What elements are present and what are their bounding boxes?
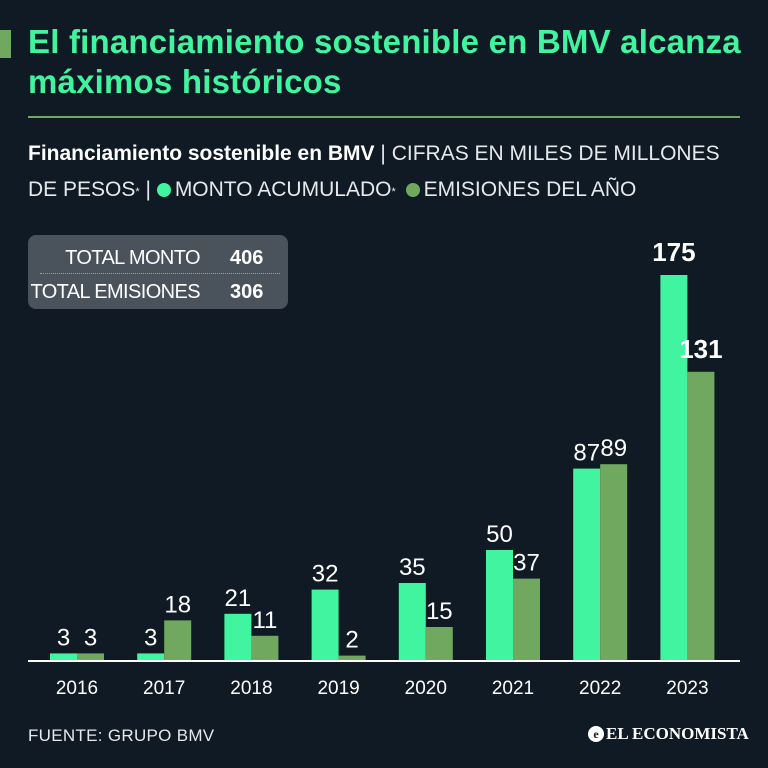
data-label-monto-2018: 21 xyxy=(225,585,252,612)
legend-label-emisiones: EMISIONES DEL AÑO xyxy=(423,178,637,201)
data-label-emisiones-2022: 89 xyxy=(600,435,627,462)
totals-row-emisiones: TOTAL EMISIONES 306 xyxy=(28,277,288,307)
data-label-emisiones-2016: 3 xyxy=(84,624,97,651)
totals-row-monto: TOTAL MONTO 406 xyxy=(28,243,288,273)
bar-monto-2018 xyxy=(224,613,252,660)
bar-monto-2020 xyxy=(398,583,426,660)
bar-monto-2022 xyxy=(573,468,601,660)
brand-logo: e EL ECONOMISTA xyxy=(588,722,749,746)
subtitle-units: | CIFRAS EN MILES DE MILLONES DE PESOS xyxy=(28,142,720,201)
bar-monto-2016 xyxy=(50,653,77,660)
data-label-emisiones-2017: 18 xyxy=(164,591,191,618)
x-tick-label-2021: 2021 xyxy=(492,678,534,699)
data-label-emisiones-2019: 2 xyxy=(345,627,358,654)
data-label-emisiones-2020: 15 xyxy=(426,598,453,625)
x-tick-label-2018: 2018 xyxy=(230,678,272,699)
bar-emisiones-2018 xyxy=(251,635,279,660)
x-tick-label-2019: 2019 xyxy=(317,678,359,699)
legend-dot-monto xyxy=(156,183,171,197)
bar-monto-2019 xyxy=(311,589,339,660)
x-tick-label-2022: 2022 xyxy=(579,678,621,699)
title-accent-bar xyxy=(0,30,11,58)
data-label-emisiones-2018: 11 xyxy=(252,607,277,634)
totals-monto-label: TOTAL MONTO xyxy=(65,247,201,269)
x-tick-label-2017: 2017 xyxy=(143,678,185,699)
page-title: El financiamiento sostenible en BMV alca… xyxy=(28,23,741,100)
x-tick-label-2020: 2020 xyxy=(405,678,447,699)
legend-label-monto: MONTO ACUMULADO xyxy=(174,178,392,201)
subtitle-bold: Financiamiento sostenible en BMV xyxy=(28,142,375,165)
bar-emisiones-2022 xyxy=(600,464,628,660)
data-label-monto-2016: 3 xyxy=(57,624,70,651)
bar-emisiones-2021 xyxy=(513,578,540,660)
source-note: FUENTE: GRUPO BMV xyxy=(28,726,215,745)
bar-monto-2021 xyxy=(486,550,513,660)
bar-emisiones-2023 xyxy=(687,371,715,660)
data-label-monto-2022: 87 xyxy=(573,440,600,467)
bar-emisiones-2019 xyxy=(338,655,366,660)
totals-box: TOTAL MONTO 406 TOTAL EMISIONES 306 xyxy=(28,235,288,309)
totals-monto-value: 406 xyxy=(230,247,264,269)
data-label-monto-2019: 32 xyxy=(312,561,339,588)
chart-subtitle: Financiamiento sostenible en BMV | CIFRA… xyxy=(28,136,748,208)
totals-emisiones-value: 306 xyxy=(230,281,264,303)
legend-monto-asterisk: * xyxy=(391,186,396,198)
x-tick-label-2016: 2016 xyxy=(56,678,98,699)
brand-name: EL ECONOMISTA xyxy=(606,724,749,743)
bar-emisiones-2016 xyxy=(77,653,104,660)
legend-dot-emisiones xyxy=(405,183,420,197)
data-label-emisiones-2021: 37 xyxy=(513,550,540,577)
totals-separator xyxy=(40,273,280,274)
data-label-monto-2017: 3 xyxy=(144,624,157,651)
brand-icon: e xyxy=(588,726,604,742)
totals-emisiones-label: TOTAL EMISIONES xyxy=(30,281,200,303)
subtitle-asterisk: * xyxy=(135,186,140,198)
title-divider xyxy=(28,116,740,118)
bar-monto-2023 xyxy=(660,275,688,660)
subtitle-separator: | xyxy=(145,178,151,201)
bar-monto-2017 xyxy=(137,653,165,660)
bar-emisiones-2020 xyxy=(425,627,453,660)
data-label-emisiones-2023: 131 xyxy=(679,334,722,364)
x-tick-label-2023: 2023 xyxy=(666,678,708,699)
data-label-monto-2020: 35 xyxy=(399,554,426,581)
bar-emisiones-2017 xyxy=(164,620,192,660)
data-label-monto-2023: 175 xyxy=(652,237,695,267)
data-label-monto-2021: 50 xyxy=(486,521,513,548)
